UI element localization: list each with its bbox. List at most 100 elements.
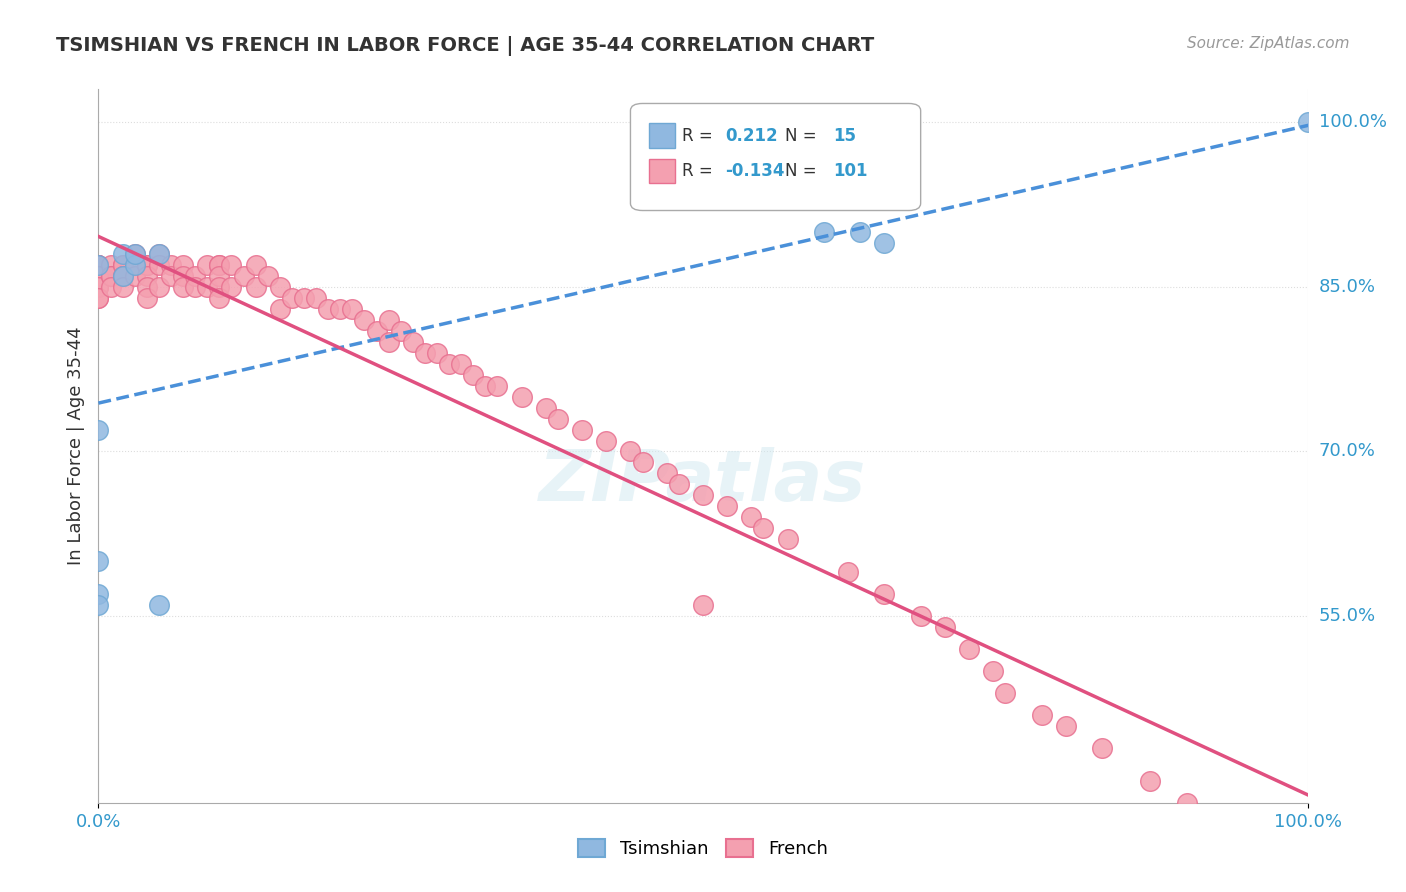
Point (245, 258, 267, 272)
Point (184, 280, 207, 294)
Point (655, 467, 678, 481)
Point (934, 620, 956, 634)
Point (1031, 708, 1053, 723)
Text: 70.0%: 70.0% (1319, 442, 1375, 460)
Text: 55.0%: 55.0% (1319, 607, 1376, 625)
Point (87, 291, 110, 305)
Y-axis label: In Labor Force | Age 35-44: In Labor Force | Age 35-44 (66, 326, 84, 566)
Point (292, 291, 315, 305)
Point (160, 268, 183, 283)
Point (245, 280, 267, 294)
Point (208, 268, 231, 283)
Point (873, 587, 896, 601)
Point (135, 280, 157, 294)
Point (111, 268, 134, 283)
Point (269, 280, 291, 294)
Text: R =: R = (682, 162, 713, 180)
Point (994, 686, 1017, 700)
Point (208, 291, 231, 305)
Text: 15: 15 (834, 127, 856, 145)
Text: 0.212: 0.212 (724, 127, 778, 145)
Point (111, 280, 134, 294)
Point (716, 500, 738, 514)
Point (353, 312, 375, 326)
Point (111, 247, 134, 261)
Point (873, 235, 896, 250)
Point (619, 444, 641, 458)
Point (776, 533, 799, 547)
Point (740, 510, 762, 524)
Point (148, 280, 170, 294)
Point (692, 598, 714, 612)
Point (1296, 115, 1319, 129)
Point (87, 280, 110, 294)
FancyBboxPatch shape (630, 103, 921, 211)
Point (305, 291, 328, 305)
Point (752, 521, 775, 535)
Point (450, 357, 472, 371)
Point (571, 423, 593, 437)
Point (111, 258, 134, 272)
Point (87, 258, 110, 272)
Point (837, 566, 859, 580)
Point (486, 378, 509, 392)
Point (172, 258, 194, 272)
Point (1236, 818, 1258, 832)
Point (87, 258, 110, 272)
Point (910, 609, 932, 624)
Point (100, 258, 122, 272)
Point (87, 587, 110, 601)
Point (87, 423, 110, 437)
Text: 85.0%: 85.0% (1319, 277, 1375, 296)
Point (172, 280, 194, 294)
Point (1054, 719, 1077, 733)
Point (281, 291, 304, 305)
Text: -0.134: -0.134 (724, 162, 785, 180)
Legend: Tsimshian, French: Tsimshian, French (571, 831, 835, 865)
Point (135, 291, 157, 305)
Point (402, 334, 425, 349)
Point (87, 258, 110, 272)
Point (87, 598, 110, 612)
Point (148, 247, 170, 261)
Point (377, 312, 399, 326)
Point (124, 268, 146, 283)
Point (692, 488, 714, 502)
Point (849, 225, 872, 239)
Point (160, 258, 183, 272)
Point (87, 258, 110, 272)
Point (195, 258, 218, 272)
Point (1139, 773, 1161, 788)
Point (208, 258, 231, 272)
Point (269, 301, 291, 316)
Point (148, 258, 170, 272)
Point (595, 434, 617, 448)
Point (957, 642, 980, 657)
Point (1175, 796, 1198, 810)
Point (208, 280, 231, 294)
Point (124, 247, 146, 261)
Point (256, 268, 278, 283)
Point (426, 345, 449, 359)
Point (534, 401, 557, 415)
Point (87, 268, 110, 283)
Point (124, 258, 146, 272)
Point (87, 280, 110, 294)
Text: TSIMSHIAN VS FRENCH IN LABOR FORCE | AGE 35-44 CORRELATION CHART: TSIMSHIAN VS FRENCH IN LABOR FORCE | AGE… (56, 36, 875, 55)
Point (87, 258, 110, 272)
Point (111, 268, 134, 283)
Point (87, 554, 110, 568)
Point (124, 258, 146, 272)
Point (100, 268, 122, 283)
Point (437, 357, 460, 371)
Point (631, 455, 654, 469)
Point (329, 301, 352, 316)
Point (100, 280, 122, 294)
Point (342, 301, 364, 316)
Point (87, 280, 110, 294)
Point (124, 247, 146, 261)
Point (148, 247, 170, 261)
Point (547, 411, 569, 425)
Point (413, 345, 436, 359)
Point (87, 268, 110, 283)
